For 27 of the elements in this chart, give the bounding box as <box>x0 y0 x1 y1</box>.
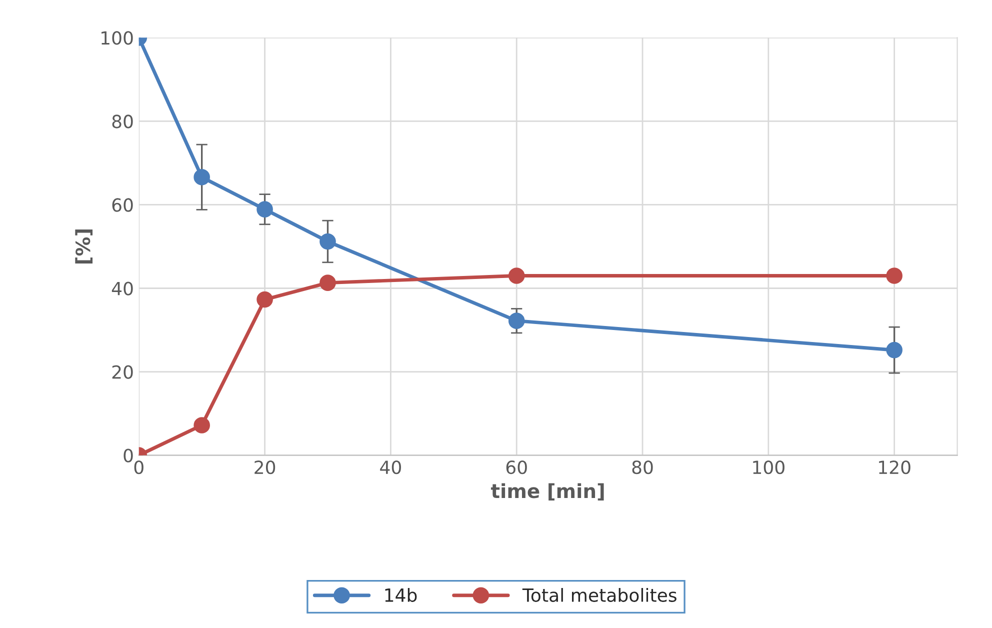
point <box>320 233 336 250</box>
point <box>886 268 902 284</box>
point <box>508 312 525 329</box>
x-axis-title: time [min] <box>490 483 604 501</box>
point <box>194 169 210 186</box>
x-tick-label: 0 <box>134 460 144 474</box>
x-tick-label: 100 <box>753 460 784 474</box>
x-tick-label: 20 <box>254 460 276 474</box>
y-axis-title: [%] <box>75 230 93 264</box>
x-tick-label: 60 <box>506 460 527 474</box>
legend-label: 14b <box>385 588 417 602</box>
y-tick-label: 100 <box>102 31 133 45</box>
y-tick-label: 0 <box>124 448 133 462</box>
y-tick-label: 40 <box>112 282 133 296</box>
point <box>886 342 902 358</box>
y-tick-label: 60 <box>112 198 133 212</box>
y-tick-label: 20 <box>112 365 133 379</box>
y-tick-label: 80 <box>112 114 133 128</box>
x-tick-label: 80 <box>632 460 653 474</box>
x-tick-label: 40 <box>380 460 401 474</box>
point <box>320 274 336 291</box>
point <box>256 291 273 308</box>
point <box>194 417 210 434</box>
point <box>508 268 525 284</box>
x-tick-label: 120 <box>879 460 910 474</box>
legend-label: Total metabolites <box>522 588 676 602</box>
point <box>256 201 273 218</box>
